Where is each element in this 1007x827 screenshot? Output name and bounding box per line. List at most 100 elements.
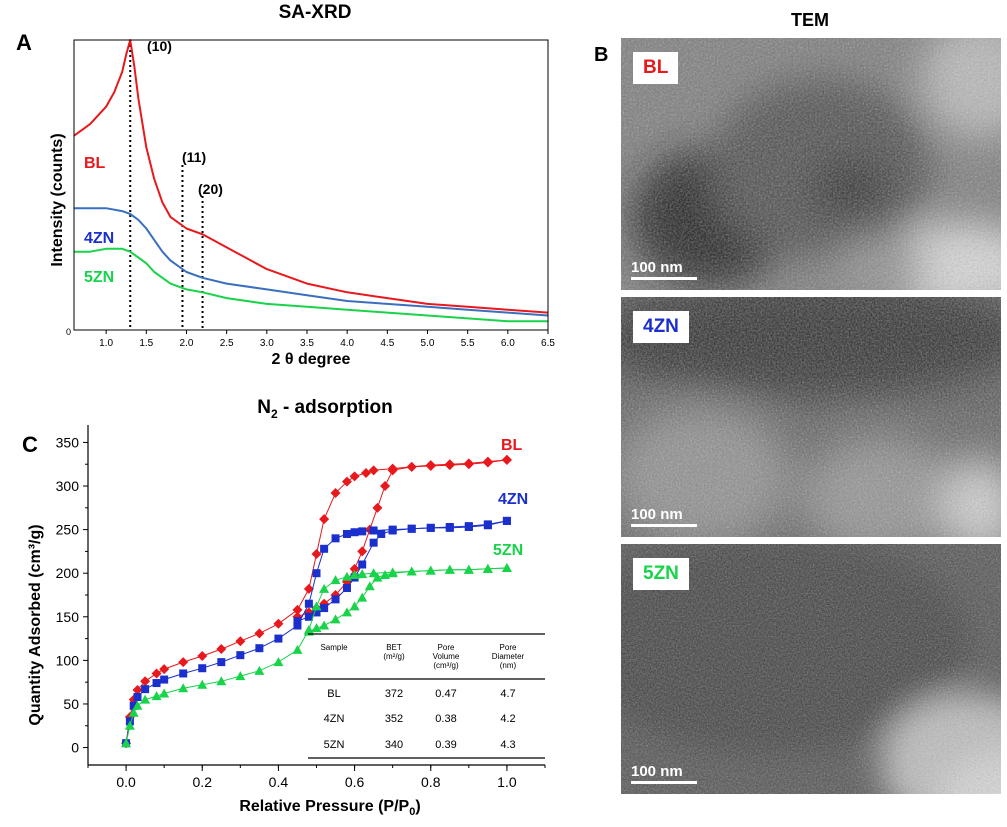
xrd-x-tick-label: 4.0 <box>340 338 354 349</box>
n2-title-main: N <box>257 397 271 418</box>
n2-ylabel: Quantity Adsorbed (cm³/g) <box>27 524 44 725</box>
n2-4zn-point <box>320 544 329 553</box>
n2-y-tick-label: 150 <box>56 609 80 625</box>
n2-5zn-point <box>159 688 170 698</box>
bet-table-cell: 340 <box>385 739 403 751</box>
n2-4zn-point <box>320 604 329 613</box>
n2-5zn-point <box>341 571 352 581</box>
xrd-peak-lines <box>129 40 204 330</box>
tem-label-bl: BL <box>633 52 679 84</box>
n2-bl-point <box>372 502 383 513</box>
tem-label-5zn: 5ZN <box>633 558 689 590</box>
n2-title-sub: 2 <box>270 406 278 421</box>
panel-c-letter: C <box>22 432 38 457</box>
n2-5zn-point <box>364 581 375 591</box>
n2-y-tick-label: 350 <box>56 434 80 450</box>
xrd-x-tick-label: 6.5 <box>541 338 555 349</box>
n2-5zn-point <box>330 614 341 624</box>
bet-table-header-line: Diameter <box>492 652 525 661</box>
xrd-series <box>73 39 549 323</box>
n2-4zn-point <box>483 520 492 529</box>
xrd-x-tick-label: 3.0 <box>260 338 274 349</box>
n2-4zn-point <box>331 595 340 604</box>
bet-table-header-line: Sample <box>320 643 348 652</box>
n2-5zn-point <box>303 626 314 636</box>
n2-y-tick-label: 0 <box>71 740 79 756</box>
n2-bl-point <box>357 546 368 557</box>
n2-bl-point <box>132 685 143 696</box>
xrd-plot-frame <box>73 39 549 331</box>
scale-line-5zn <box>631 781 697 784</box>
n2-4zn-point <box>358 560 367 569</box>
xrd-x-tick-label: 2.5 <box>220 338 234 349</box>
bet-table-header-line: (cm³/g) <box>433 661 459 670</box>
n2-5zn-point <box>235 671 246 681</box>
bet-table-cell: 4.7 <box>500 688 515 700</box>
n2-5zn-point <box>349 569 360 579</box>
n2-5zn-point <box>216 676 227 686</box>
n2-bl-point <box>361 467 372 478</box>
n2-bl-point <box>349 563 360 574</box>
panel-a-letter: A <box>16 30 32 55</box>
n2-bl-point <box>444 459 455 470</box>
n2-bl-point <box>482 456 493 467</box>
n2-5zn-point <box>387 568 398 578</box>
bet-table-cell: 352 <box>385 713 403 725</box>
n2-4zn-point <box>129 701 138 710</box>
scale-bar-bl: 100 nm <box>631 259 697 280</box>
n2-4zn-point <box>293 621 302 630</box>
scale-line-bl <box>631 277 697 280</box>
tem-image-bl-texture <box>621 38 1001 290</box>
n2-5zn-point <box>311 601 322 611</box>
n2-5zn-point <box>128 707 139 717</box>
n2-5zn-point <box>132 700 143 710</box>
n2-5zn-point <box>357 569 368 579</box>
n2-4zn-point <box>388 526 397 535</box>
xrd-x-ticks: 1.0 1.5 2.0 2.5 3.0 3.5 4.0 4.5 5.0 5.5 6.0 6.5 <box>99 330 555 349</box>
n2-4zn-point <box>369 538 378 547</box>
n2-bl-point <box>330 488 341 498</box>
n2-series <box>121 454 512 749</box>
n2-4zn-point <box>179 669 188 678</box>
xrd-label-bl: BL <box>84 155 106 172</box>
n2-4zn-point <box>350 528 359 537</box>
tem-image-5zn: 5ZN 100 nm <box>621 544 1001 794</box>
n2-y-tick-label: 200 <box>56 565 80 581</box>
n2-bl-point <box>368 465 379 476</box>
n2-4zn-point <box>377 529 386 538</box>
tem-image-bl: BL 100 nm <box>621 38 1001 290</box>
n2-xlabel: Relative Pressure (P/P0) <box>239 798 420 818</box>
n2-5zn-point <box>372 572 383 582</box>
n2-5zn-point <box>482 563 493 573</box>
n2-bl-point <box>349 471 360 482</box>
n2-4zn-point <box>198 664 207 673</box>
n2-5zn-point <box>121 738 132 748</box>
scale-bar-5zn: 100 nm <box>631 763 697 784</box>
n2-bl-point <box>380 481 391 492</box>
tem-label-4zn: 4ZN <box>633 311 689 343</box>
scale-text-4zn: 100 nm <box>631 506 683 523</box>
n2-x-tick-label: 0.0 <box>116 774 136 790</box>
n2-y-tick-label: 250 <box>56 522 80 538</box>
n2-label-4zn: 4ZN <box>498 491 528 508</box>
n2-5zn-point <box>341 607 352 617</box>
n2-bl-point <box>303 583 314 594</box>
n2-5zn-point <box>319 583 330 593</box>
n2-5zn-point <box>178 683 189 693</box>
bet-table-cell: 4ZN <box>324 713 345 725</box>
n2-bl-point <box>235 636 246 647</box>
n2-5zn-point <box>254 665 265 675</box>
bet-table-header-line: Volume <box>433 652 460 661</box>
scale-bar-4zn: 100 nm <box>631 506 697 527</box>
bet-table-header: Pore Volume (cm³/g) <box>433 643 460 670</box>
xrd-x-tick-label: 3.5 <box>300 338 314 349</box>
bet-table-cell: BL <box>327 688 340 700</box>
n2-4zn-point <box>331 534 340 543</box>
n2-bl-desorption-line <box>297 459 507 618</box>
n2-4zn-point <box>293 617 302 626</box>
xrd-x-tick-label: 2.0 <box>180 338 194 349</box>
xrd-series-4zn-line <box>74 207 549 317</box>
n2-4zn-point <box>407 524 416 533</box>
n2-4zn-point <box>304 599 313 608</box>
bet-table-cell: 0.39 <box>435 739 456 751</box>
